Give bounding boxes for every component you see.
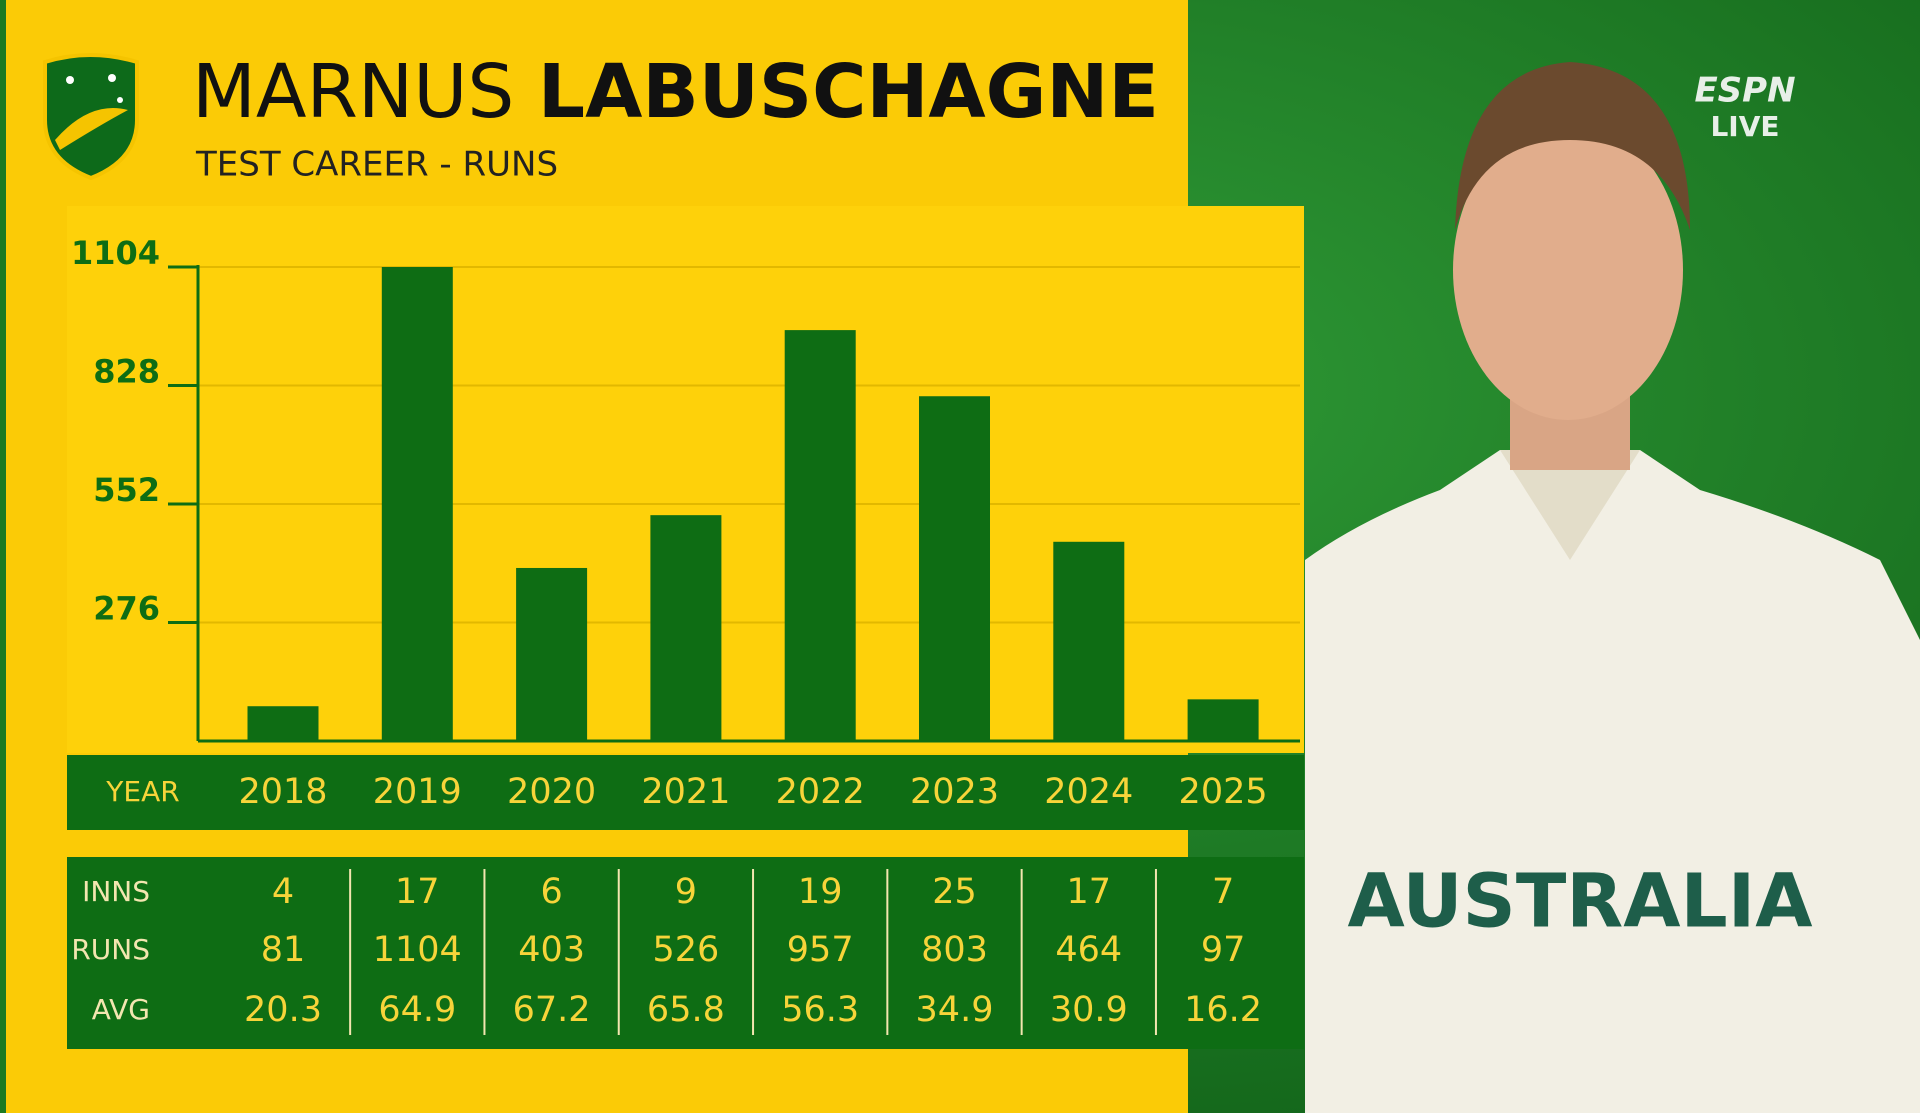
table-cell: 464 [1055,930,1122,970]
bar [247,706,319,741]
table-cell: 526 [652,930,719,970]
x-tick-label: 2022 [776,772,865,812]
row-label: AVG [92,993,150,1026]
table-cell: 957 [787,930,854,970]
y-tick-label: 552 [93,471,160,509]
year-band [67,755,1304,830]
x-tick-label: 2025 [1179,772,1268,812]
row-label: INNS [82,875,150,908]
edge [0,0,6,1113]
x-tick-label: 2019 [373,772,462,812]
table-cell: 67.2 [513,990,591,1030]
table-cell: 403 [518,930,585,970]
table-cell: 17 [1067,872,1112,912]
shirt-text: AUSTRALIA [1347,859,1812,945]
player-photo: AUSTRALIA [1305,62,1920,1113]
table-cell: 7 [1212,872,1234,912]
bar [650,515,722,741]
table-cell: 4 [272,872,294,912]
table-cell: 1104 [373,930,462,970]
bar [1187,699,1259,741]
table-cell: 6 [540,872,562,912]
table-cell: 81 [261,930,306,970]
table-cell: 20.3 [244,990,322,1030]
live-badge: LIVE [1710,110,1779,143]
table-cell: 97 [1201,930,1246,970]
title-first: MARNUS [192,49,514,135]
x-tick-label: 2018 [238,772,327,812]
chart-title: MARNUS LABUSCHAGNE [192,49,1159,135]
chart-subtitle: TEST CAREER - RUNS [195,145,558,185]
x-tick-label: 2023 [910,772,999,812]
x-axis-label: YEAR [105,775,179,808]
row-label: RUNS [71,933,150,966]
table-cell: 17 [395,872,440,912]
bar [516,567,588,741]
table-cell: 9 [675,872,697,912]
table-cell: 19 [798,872,843,912]
x-tick-label: 2021 [641,772,730,812]
team-logo [43,53,139,181]
table-cell: 16.2 [1184,990,1262,1030]
x-tick-label: 2020 [507,772,596,812]
table-cell: 65.8 [647,990,725,1030]
stats-table [67,857,1304,1049]
bar [784,330,856,741]
bar [1053,541,1125,741]
bar [919,396,990,741]
table-cell: 30.9 [1050,990,1128,1030]
y-tick-label: 276 [93,590,160,628]
broadcaster-logo: ESPN [1694,71,1795,111]
table-cell: 34.9 [916,990,994,1030]
table-cell: 56.3 [781,990,859,1030]
table-cell: 64.9 [378,990,456,1030]
title-last: LABUSCHAGNE [538,49,1159,135]
bar [381,267,453,741]
x-tick-label: 2024 [1044,772,1133,812]
table-cell: 25 [932,872,977,912]
table-cell: 803 [921,930,988,970]
y-tick-label: 828 [93,353,160,391]
y-tick-label: 1104 [71,234,160,272]
